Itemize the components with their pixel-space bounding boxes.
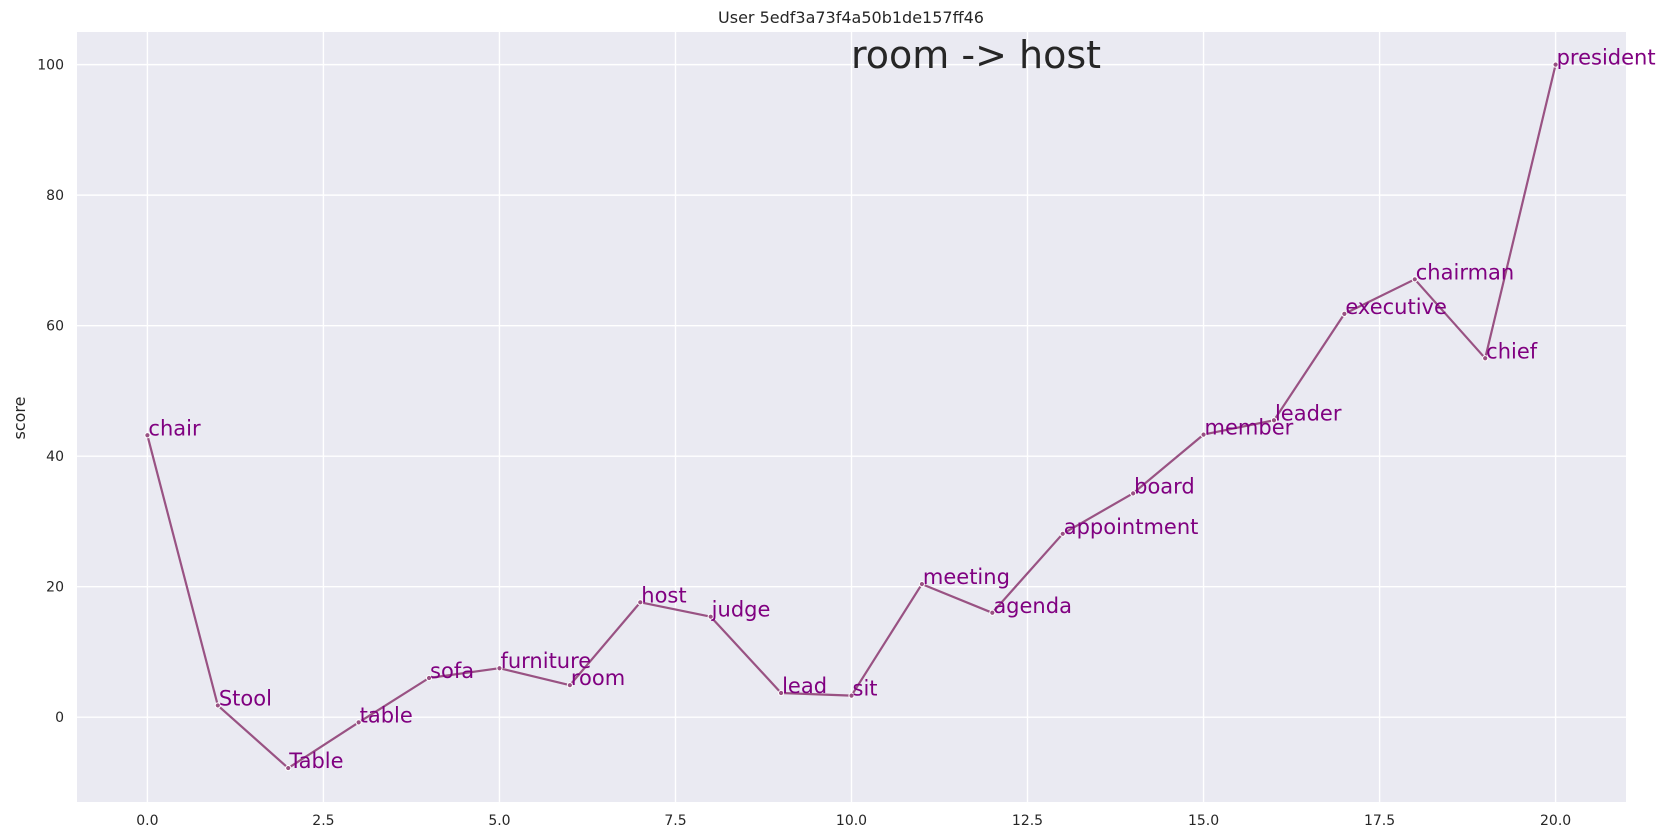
data-point [848,692,855,699]
x-tick-label: 5.0 [488,813,510,829]
data-point-label: judge [711,598,771,622]
data-point [1411,276,1418,283]
x-tick-label: 0.0 [136,813,158,829]
y-tick-label: 20 [46,580,64,596]
data-point-label: appointment [1064,515,1199,539]
data-point-label: leader [1275,401,1342,425]
data-point-label: Stool [219,686,272,710]
point-markers [144,61,1559,772]
x-tick-label: 20.0 [1540,813,1571,829]
data-point-label: board [1134,474,1195,498]
data-point-label: table [360,703,413,727]
data-point-label: president [1557,46,1656,70]
data-point-label: executive [1345,295,1447,319]
data-point-label: lead [782,674,827,698]
data-point [1200,431,1207,438]
x-tick-label: 10.0 [836,813,867,829]
x-tick-label: 17.5 [1364,813,1395,829]
y-tick-label: 40 [46,449,64,465]
data-point-label: sit [853,677,878,701]
data-point-label: host [641,583,686,607]
data-point [1482,355,1489,362]
data-point [918,580,926,588]
x-tick-label: 7.5 [664,813,686,829]
y-tick-label: 100 [37,58,64,74]
data-point-label: chief [1486,339,1538,363]
data-point [1130,490,1137,497]
y-tick-labels: 0 20 40 60 80 100 [37,58,64,727]
x-tick-label: 15.0 [1188,813,1219,829]
data-point [777,689,785,697]
data-point-label: chair [148,416,201,440]
data-point [425,674,433,682]
x-tick-label: 2.5 [312,813,334,829]
data-point [989,609,996,616]
data-point [707,613,714,620]
chart-annotation: room -> host [851,33,1101,77]
chart-title: User 5edf3a73f4a50b1de157ff46 [718,8,984,27]
data-point-label: meeting [923,565,1010,589]
y-axis-label: score [10,397,29,440]
data-point [285,764,292,772]
data-point-label: agenda [993,594,1072,618]
data-point [1552,61,1559,68]
y-tick-label: 60 [46,319,64,335]
data-point-label: sofa [430,659,474,683]
x-tick-label: 12.5 [1012,813,1043,829]
data-point-label: room [571,666,625,690]
data-point-label: member [1205,416,1294,440]
y-tick-label: 80 [46,188,64,204]
data-point [637,599,644,606]
grid-lines [77,32,1626,802]
data-point [214,702,221,709]
x-tick-labels: 0.0 2.5 5.0 7.5 10.0 12.5 15.0 17.5 20.0 [136,813,1571,829]
data-point [1270,417,1278,424]
data-point [1059,530,1066,537]
data-point [1341,310,1348,317]
data-point [355,719,362,726]
data-point-label: chairman [1416,260,1514,284]
data-point [566,682,573,689]
data-point [144,432,151,439]
y-tick-label: 0 [55,710,64,726]
data-point [496,665,503,672]
data-point-label: Table [288,749,343,773]
data-point-label: furniture [500,649,591,673]
